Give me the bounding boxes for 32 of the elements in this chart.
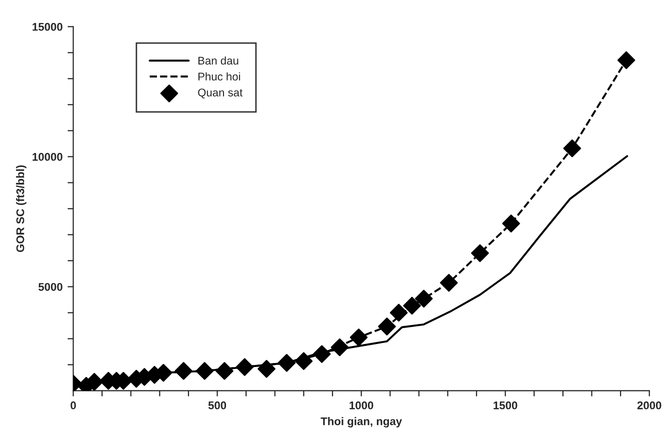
point — [312, 345, 331, 363]
y-tick-label: 10000 — [32, 152, 62, 161]
point — [278, 354, 296, 372]
point — [216, 362, 234, 380]
point — [502, 214, 520, 232]
y-tick-label: 15000 — [32, 22, 62, 31]
point — [471, 244, 489, 262]
point — [236, 358, 254, 376]
point — [378, 318, 396, 336]
point — [563, 139, 582, 158]
point — [174, 362, 192, 380]
x-tick-label: 0 — [70, 401, 76, 410]
y-axis-title: GOR SC (ft3/bbl) — [16, 165, 26, 252]
point — [414, 290, 433, 308]
point — [403, 296, 421, 315]
point — [390, 304, 408, 322]
point — [330, 338, 349, 356]
x-axis-title: Thoi gian, ngay — [320, 417, 402, 428]
x-tick-label: 1000 — [350, 401, 374, 410]
point — [350, 328, 368, 346]
point — [294, 352, 313, 370]
point — [258, 360, 276, 378]
legend-label: Ban dau — [198, 56, 238, 65]
point — [196, 362, 214, 380]
y-tick-label: 5000 — [38, 282, 62, 291]
point — [617, 51, 636, 70]
point — [440, 274, 458, 292]
x-tick-label: 2000 — [637, 401, 662, 410]
legend-label: Phuc hoi — [198, 72, 240, 81]
legend-label: Quan sat — [198, 88, 243, 98]
x-tick-label: 500 — [208, 401, 226, 410]
x-tick-label: 1500 — [494, 401, 518, 410]
